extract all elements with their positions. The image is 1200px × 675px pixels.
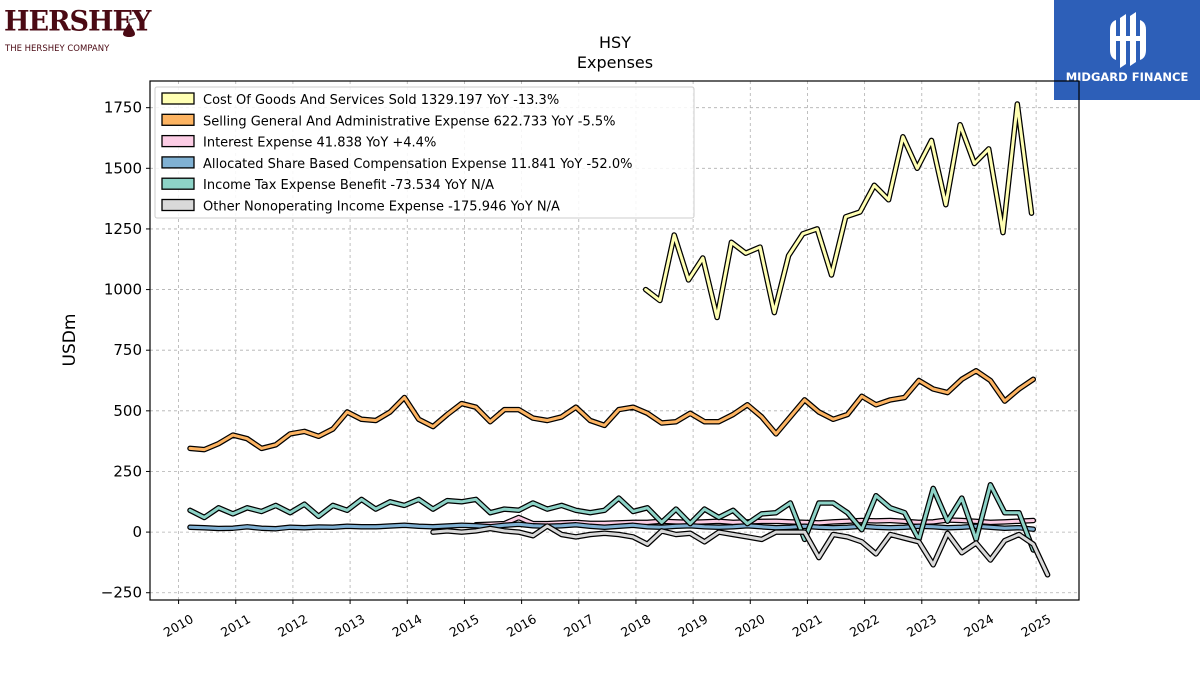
x-tick-label: 2012 [275,611,310,640]
legend-swatch-4 [161,177,195,190]
series-layer [187,101,1051,578]
y-tick-label: 750 [113,341,142,359]
x-tick-label: 2013 [332,611,367,640]
plot-frame [149,80,1080,601]
y-tick-label: 250 [113,462,142,480]
x-tick-label: 2020 [733,611,768,640]
y-tick-label: 1500 [104,159,142,177]
midgard-finance-logo: MIDGARD FINANCE [1054,0,1200,100]
legend-swatch-3 [161,156,195,169]
legend-swatch-1 [161,113,195,126]
legend-label-3: Allocated Share Based Compensation Expen… [203,157,632,172]
x-tick-label: 2024 [961,611,996,640]
y-tick-label: 500 [113,402,142,420]
midgard-logo-text: MIDGARD FINANCE [1065,70,1189,84]
x-tick-label: 2018 [618,611,653,640]
legend-label-1: Selling General And Administrative Expen… [203,114,616,129]
series-line-5 [431,524,1050,577]
series-outline-0 [642,101,1035,321]
x-tick-label: 2023 [904,611,939,640]
series-line-4 [188,483,1035,552]
legend: Cost Of Goods And Services Sold 1329.197… [154,86,695,219]
y-tick-label: 0 [132,523,142,541]
series-outline-1 [187,368,1037,453]
x-tick-label: 2021 [790,611,825,640]
y-tick-label: 1000 [104,281,142,299]
legend-swatch-0 [161,92,195,105]
hershey-logo-subtitle: THE HERSHEY COMPANY [5,44,110,54]
y-tick-label: −250 [101,584,142,602]
legend-label-5: Other Nonoperating Income Expense -175.9… [203,200,560,215]
kiss-icon [123,18,137,37]
legend-box [154,86,695,219]
legend-swatch-2 [161,134,195,148]
x-tick-label: 2022 [847,611,882,640]
legend-label-2: Interest Expense 41.838 YoY +4.4% [203,136,436,151]
y-tick-label: 1250 [104,220,142,238]
x-tick-label: 2016 [504,611,539,640]
chart-subtitle: Expenses [577,53,653,72]
legend-swatch-5 [161,198,195,212]
x-tick-label: 2015 [447,611,482,640]
x-tick-label: 2019 [675,611,710,640]
y-tick-label: 1750 [104,99,142,117]
x-tick-label: 2025 [1018,611,1053,640]
chart-title: HSY [599,33,631,52]
x-tick-label: 2014 [389,611,424,640]
hershey-logo: HERSHEY THE HERSHEY COMPANY [4,5,151,56]
series-line-3 [188,522,1035,531]
legend-label-0: Cost Of Goods And Services Sold 1329.197… [203,93,559,108]
midgard-mark-icon [1110,12,1146,68]
x-tick-label: 2010 [161,611,196,640]
x-tick-label: 2017 [561,611,596,640]
series-line-1 [188,369,1035,452]
x-tick-label: 2011 [218,611,253,640]
y-axis-label: USDm [60,314,80,367]
series-line-0 [644,102,1033,319]
legend-label-4: Income Tax Expense Benefit -73.534 YoY N… [203,178,494,193]
